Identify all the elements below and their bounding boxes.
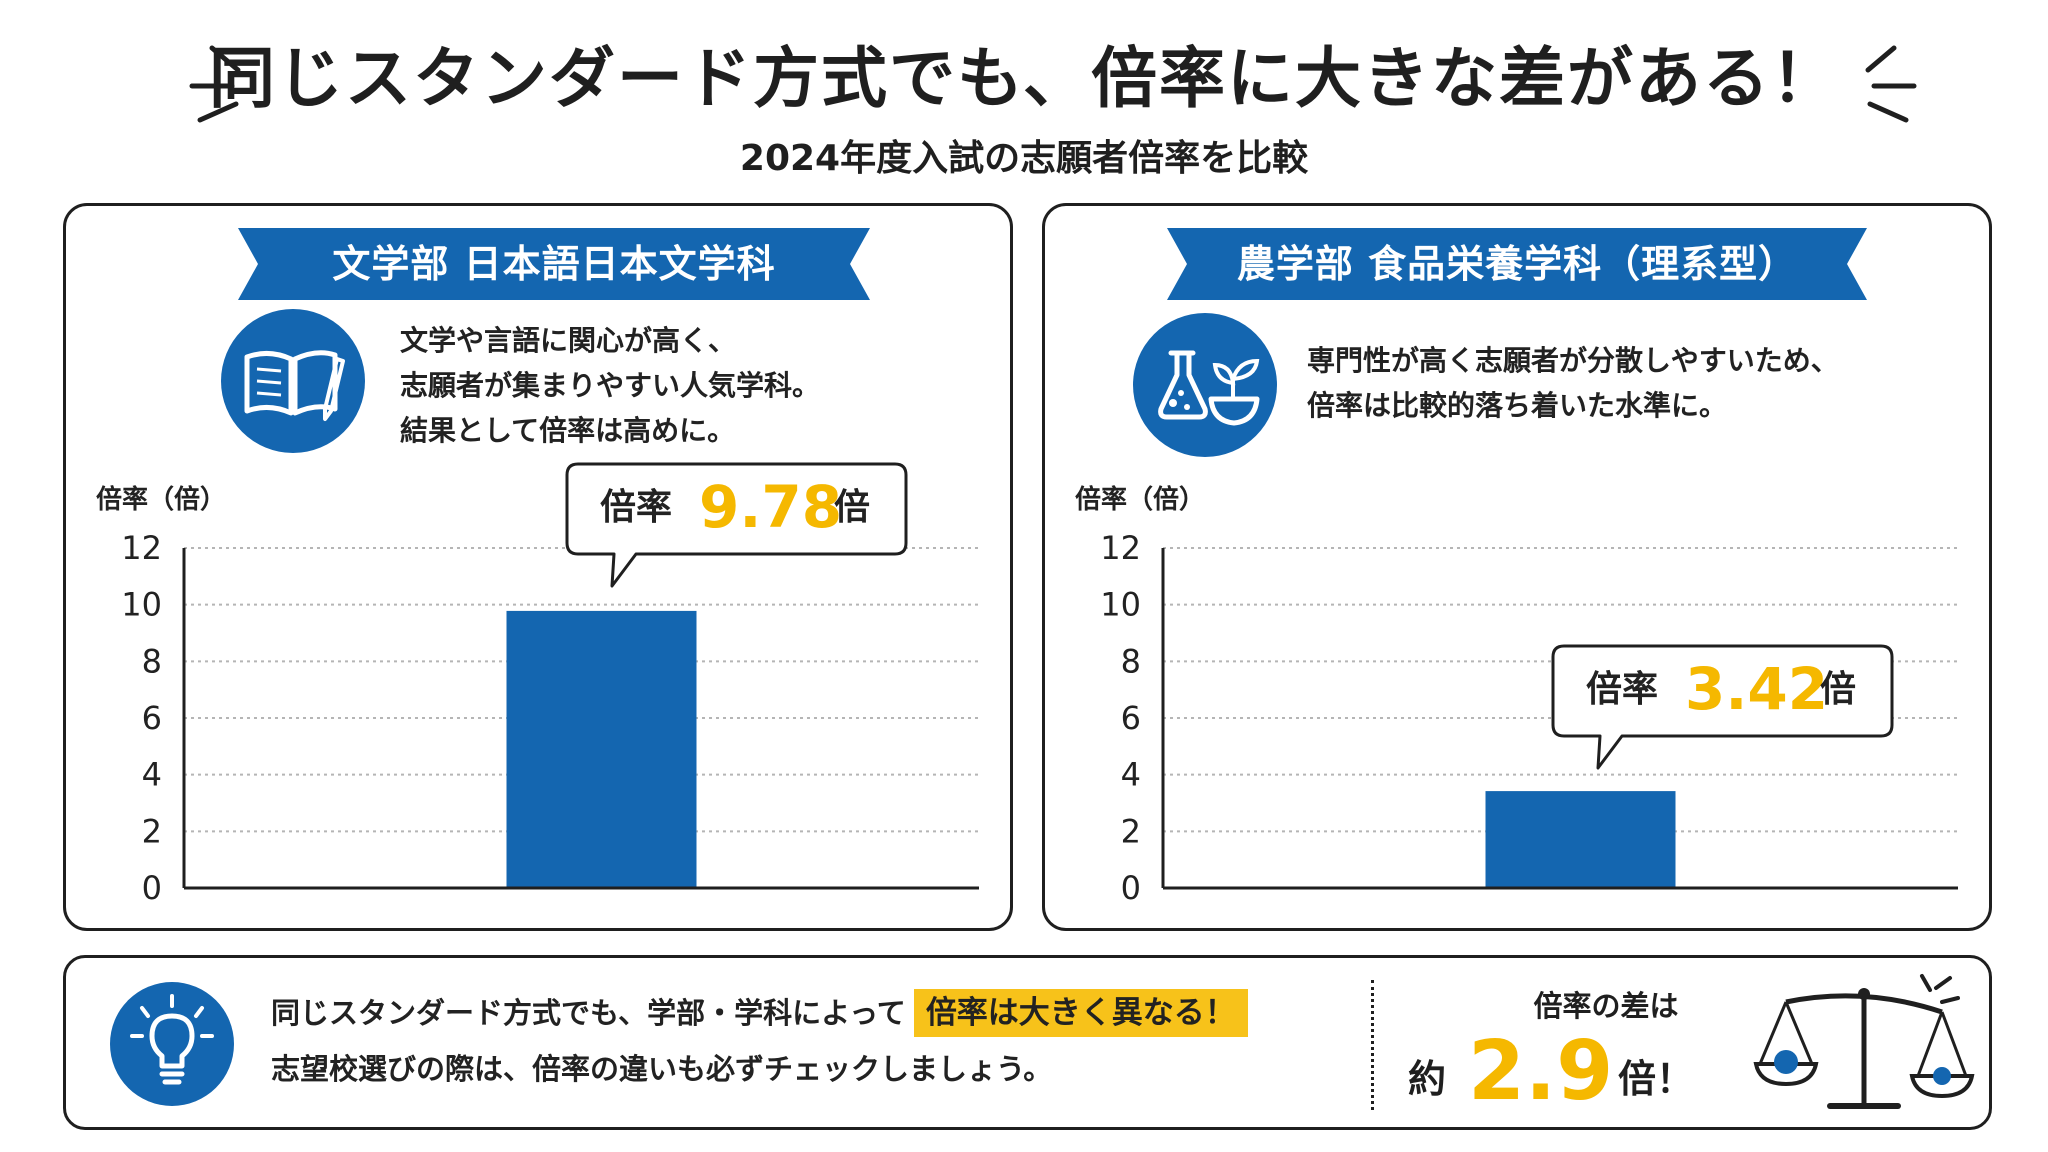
callout-literature: 倍率 9.78 倍	[564, 461, 909, 596]
y-tick-label: 4	[1121, 756, 1141, 794]
summary-line-2: 志望校選びの際は、倍率の違いも必ずチェックしましょう。	[271, 1052, 1053, 1086]
description-line: 倍率は比較的落ち着いた水準に。	[1307, 389, 1728, 422]
callout-label: 倍率	[1586, 669, 1659, 710]
y-tick-label: 8	[1121, 642, 1141, 680]
y-tick-label: 0	[1121, 869, 1141, 907]
callout-value: 9.78	[699, 473, 843, 541]
y-tick-label: 10	[121, 586, 162, 624]
y-tick-label: 4	[142, 756, 162, 794]
y-tick-label: 2	[1121, 812, 1141, 850]
dotted-divider	[1371, 980, 1374, 1110]
diff-value: 2.9	[1468, 1024, 1614, 1119]
highlight-badge: 倍率は大きく異なる！	[913, 989, 1248, 1037]
callout-unit: 倍	[1820, 669, 1857, 710]
ribbon-shape	[238, 228, 870, 300]
bar-chart-nutrition: 倍率（倍） 0 2 4 6 8 10 12	[1065, 468, 1975, 918]
y-tick-label: 12	[121, 529, 162, 567]
y-axis-label: 倍率（倍）	[1075, 484, 1205, 515]
summary-line-1-text: 同じスタンダード方式でも、学部・学科によって	[271, 996, 906, 1030]
description-line: 志願者が集まりやすい人気学科。	[400, 369, 821, 402]
description-line: 文学や言語に関心が高く、	[400, 324, 737, 357]
panel-nutrition: 農学部 食品栄養学科（理系型） 専門性が高く志願者が分散しやすいため、 倍率は比…	[1042, 203, 1992, 931]
ribbon-literature: 文学部 日本語日本文学科	[238, 228, 870, 300]
ribbon-label: 文学部 日本語日本文学科	[332, 242, 776, 286]
y-axis-label: 倍率（倍）	[96, 484, 226, 515]
open-book-pencil-icon	[221, 309, 365, 453]
chart-canvas: 倍率（倍） 0 2 4 6 8 10 12	[1075, 484, 1958, 907]
description-literature: 文学や言語に関心が高く、 志願者が集まりやすい人気学科。 結果として倍率は高めに…	[400, 318, 820, 453]
description-line: 専門性が高く志願者が分散しやすいため、	[1307, 344, 1839, 377]
diff-prefix: 約	[1408, 1057, 1447, 1101]
y-tick-label: 6	[142, 699, 162, 737]
bar	[1485, 791, 1676, 888]
callout-unit: 倍	[834, 487, 871, 528]
page-subtitle: 2024年度入試の志願者倍率を比較	[739, 138, 1309, 179]
summary-line-1: 同じスタンダード方式でも、学部・学科によって 倍率は大きく異なる！	[271, 988, 1248, 1038]
y-tick-label: 12	[1100, 529, 1141, 567]
diff-label: 倍率の差は	[1533, 989, 1679, 1023]
callout-bubble	[1551, 644, 1894, 770]
ribbon-shape	[1167, 228, 1867, 300]
ribbon-label: 農学部 食品栄養学科（理系型）	[1236, 242, 1798, 286]
y-tick-label: 2	[142, 812, 162, 850]
lightbulb-icon	[110, 982, 234, 1106]
callout-value: 3.42	[1685, 655, 1829, 723]
diff-unit: 倍！	[1618, 1057, 1695, 1101]
callout-bubble	[565, 462, 908, 588]
y-tick-label: 0	[142, 869, 162, 907]
y-tick-label: 8	[142, 642, 162, 680]
chart-canvas: 倍率（倍） 0 2 4 6 8 10 12	[96, 484, 979, 907]
ribbon-nutrition: 農学部 食品栄養学科（理系型）	[1167, 228, 1867, 300]
callout-label: 倍率	[600, 487, 673, 528]
left-spark-icon	[189, 45, 241, 123]
description-nutrition: 専門性が高く志願者が分散しやすいため、 倍率は比較的落ち着いた水準に。	[1307, 338, 1839, 428]
callout-nutrition: 倍率 3.42 倍	[1550, 643, 1895, 778]
balance-scale-icon	[1753, 974, 1975, 1109]
right-spark-icon	[1865, 45, 1917, 123]
summary-box: 同じスタンダード方式でも、学部・学科によって 倍率は大きく異なる！ 志望校選びの際…	[63, 955, 1992, 1130]
flask-and-plant-bowl-icon	[1133, 313, 1277, 457]
description-line: 結果として倍率は高めに。	[400, 414, 736, 447]
bar-chart-literature: 倍率（倍） 0 2 4 6 8 10 12	[86, 468, 996, 918]
panel-literature: 文学部 日本語日本文学科 文学や言語に関心が高く、 志願者が集まりやすい人気学科…	[63, 203, 1013, 931]
y-tick-label: 10	[1100, 586, 1141, 624]
title-area: 同じスタンダード方式でも、倍率に大きな差がある！	[0, 34, 2048, 124]
page-title: 同じスタンダード方式でも、倍率に大きな差がある！	[208, 40, 1840, 117]
y-tick-label: 6	[1121, 699, 1141, 737]
bar	[506, 610, 697, 888]
